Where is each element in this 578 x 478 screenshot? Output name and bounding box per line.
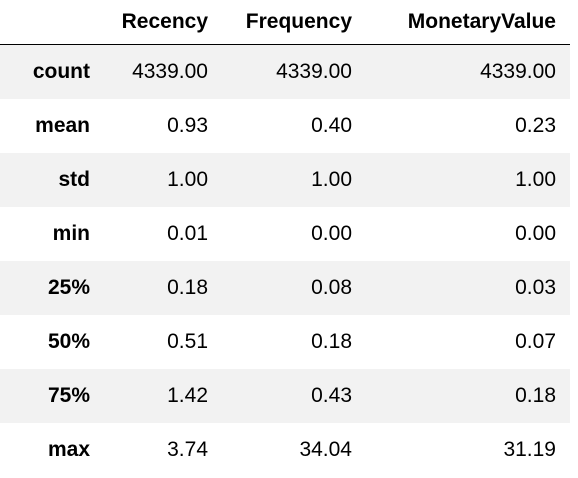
- table-body: count 4339.00 4339.00 4339.00 mean 0.93 …: [0, 44, 570, 477]
- table-cell: 31.19: [503, 437, 556, 461]
- table-cell: 0.93: [167, 113, 208, 137]
- table-cell: 4339.00: [480, 59, 556, 83]
- table-row: mean 0.93 0.40 0.23: [0, 98, 570, 153]
- table-cell: 0.00: [515, 221, 556, 245]
- table-cell: 0.07: [515, 329, 556, 353]
- table-row: 50% 0.51 0.18 0.07: [0, 314, 570, 369]
- table-cell: 0.40: [311, 113, 352, 137]
- table-cell: 0.23: [515, 113, 556, 137]
- row-label: 50%: [47, 329, 90, 353]
- table-cell: 0.00: [311, 221, 352, 245]
- table-row: max 3.74 34.04 31.19: [0, 422, 570, 477]
- row-label: max: [47, 437, 90, 461]
- table-row: 25% 0.18 0.08 0.03: [0, 260, 570, 315]
- table-cell: 1.00: [311, 167, 352, 191]
- table-row: min 0.01 0.00 0.00: [0, 206, 570, 261]
- column-header-recency: Recency: [98, 0, 222, 45]
- table-row: count 4339.00 4339.00 4339.00: [0, 44, 570, 99]
- row-label: 25%: [47, 275, 90, 299]
- table-cell: 1.42: [167, 383, 208, 407]
- table-cell: 4339.00: [276, 59, 352, 83]
- table-cell: 0.08: [311, 275, 352, 299]
- table-cell: 0.18: [311, 329, 352, 353]
- table-row: 75% 1.42 0.43 0.18: [0, 368, 570, 423]
- table-cell: 0.18: [515, 383, 556, 407]
- row-label: 75%: [47, 383, 90, 407]
- row-label: std: [58, 167, 91, 191]
- table-header: Recency Frequency MonetaryValue: [0, 0, 570, 45]
- row-label: count: [32, 59, 90, 83]
- table-row: std 1.00 1.00 1.00: [0, 152, 570, 207]
- header-row: Recency Frequency MonetaryValue: [0, 0, 570, 45]
- table-cell: 0.51: [167, 329, 208, 353]
- row-label: mean: [35, 113, 90, 137]
- column-header-monetaryvalue: MonetaryValue: [366, 0, 570, 45]
- table-cell: 0.01: [167, 221, 208, 245]
- index-header: [0, 0, 98, 45]
- table-cell: 0.03: [515, 275, 556, 299]
- table-cell: 1.00: [167, 167, 208, 191]
- table-cell: 3.74: [167, 437, 208, 461]
- table-cell: 0.43: [311, 383, 352, 407]
- table-cell: 0.18: [167, 275, 208, 299]
- row-label: min: [52, 221, 90, 245]
- table-cell: 34.04: [299, 437, 352, 461]
- table-cell: 4339.00: [132, 59, 208, 83]
- column-header-frequency: Frequency: [222, 0, 366, 45]
- table-cell: 1.00: [515, 167, 556, 191]
